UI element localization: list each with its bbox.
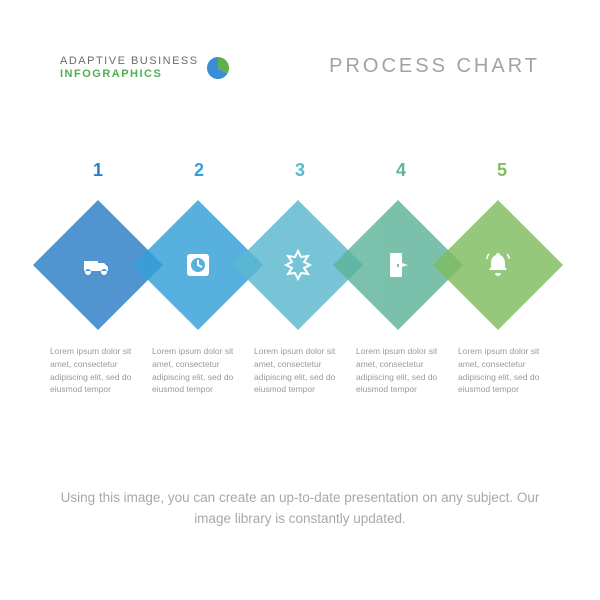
chart-title: PROCESS CHART [329, 55, 540, 78]
exit-door-icon [352, 219, 444, 311]
step-number-3: 3 [252, 160, 348, 181]
descriptions-row: Lorem ipsum dolor sit amet, consectetur … [50, 345, 550, 396]
footer-text: Using this image, you can create an up-t… [60, 487, 540, 530]
diamond-step-5 [433, 200, 563, 330]
brand-text: ADAPTIVE BUSINESS INFOGRAPHICS [60, 55, 199, 81]
step-desc-4: Lorem ipsum dolor sit amet, consectetur … [356, 345, 448, 396]
brand-block: ADAPTIVE BUSINESS INFOGRAPHICS [60, 55, 229, 81]
bell-icon [452, 219, 544, 311]
burst-icon [252, 219, 344, 311]
pie-icon [207, 57, 229, 79]
diamond-row [30, 200, 570, 330]
header: ADAPTIVE BUSINESS INFOGRAPHICS PROCESS C… [60, 55, 540, 81]
brand-line2: INFOGRAPHICS [60, 68, 199, 81]
step-number-2: 2 [151, 160, 247, 181]
step-number-4: 4 [353, 160, 449, 181]
step-desc-3: Lorem ipsum dolor sit amet, consectetur … [254, 345, 346, 396]
step-number-5: 5 [454, 160, 550, 181]
step-desc-1: Lorem ipsum dolor sit amet, consectetur … [50, 345, 142, 396]
step-numbers-row: 1 2 3 4 5 [50, 160, 550, 181]
step-desc-5: Lorem ipsum dolor sit amet, consectetur … [458, 345, 550, 396]
brand-line1: ADAPTIVE BUSINESS [60, 55, 199, 68]
clock-square-icon [152, 219, 244, 311]
step-desc-2: Lorem ipsum dolor sit amet, consectetur … [152, 345, 244, 396]
step-number-1: 1 [50, 160, 146, 181]
truck-icon [52, 219, 144, 311]
